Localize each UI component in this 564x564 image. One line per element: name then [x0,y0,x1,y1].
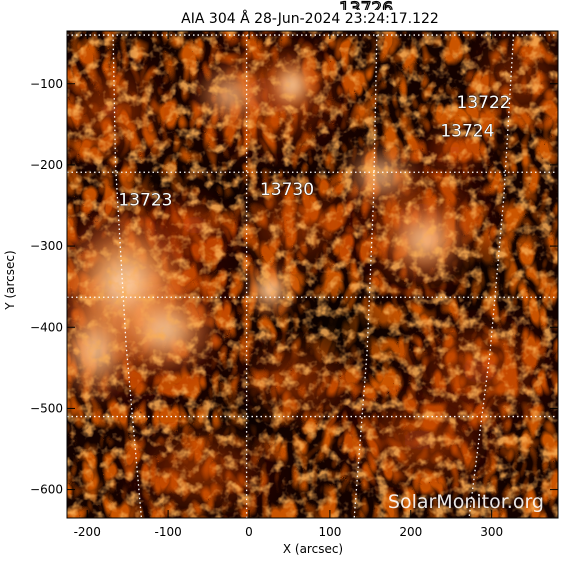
active-region-label: 13724 [440,122,494,142]
x-tick-label: -100 [154,525,181,539]
clipped-region-label: 13726 [339,0,393,19]
y-axis-label: Y (arcsec) [3,250,17,310]
active-region-label: 13730 [260,180,314,200]
y-tick-label: −100 [30,77,63,91]
y-tick-label: −200 [30,158,63,172]
grid-line-vertical [468,35,515,518]
axis-ticks: -200 -100 0 100 200 300 −100 −200 −300 −400 −500 −6… [30,31,558,539]
watermark: SolarMonitor.org [388,491,544,513]
x-tick-label: 100 [318,525,341,539]
image-title: AIA 304 Å 28-Jun-2024 23:24:17.122 [181,10,439,27]
active-region-label: 13722 [457,93,511,113]
y-tick-label: −600 [30,483,63,497]
coordinate-grid [67,34,558,518]
y-tick-label: −500 [30,401,63,415]
y-tick-label: −300 [30,239,63,253]
y-tick-label: −400 [30,320,63,334]
x-tick-label: 0 [245,525,253,539]
active-region-label: 13723 [118,191,172,211]
x-tick-label: -200 [74,525,101,539]
plot-frame [66,30,559,519]
fine-structure [67,31,558,518]
x-tick-label: 200 [399,525,422,539]
x-tick-label: 300 [480,525,503,539]
grid-line-vertical [353,35,378,518]
grid-line-vertical [112,35,143,518]
x-axis-label: X (arcsec) [283,542,343,556]
solar-image [67,31,558,518]
active-region-labels: 13723 13730 13722 13724 [118,93,511,211]
